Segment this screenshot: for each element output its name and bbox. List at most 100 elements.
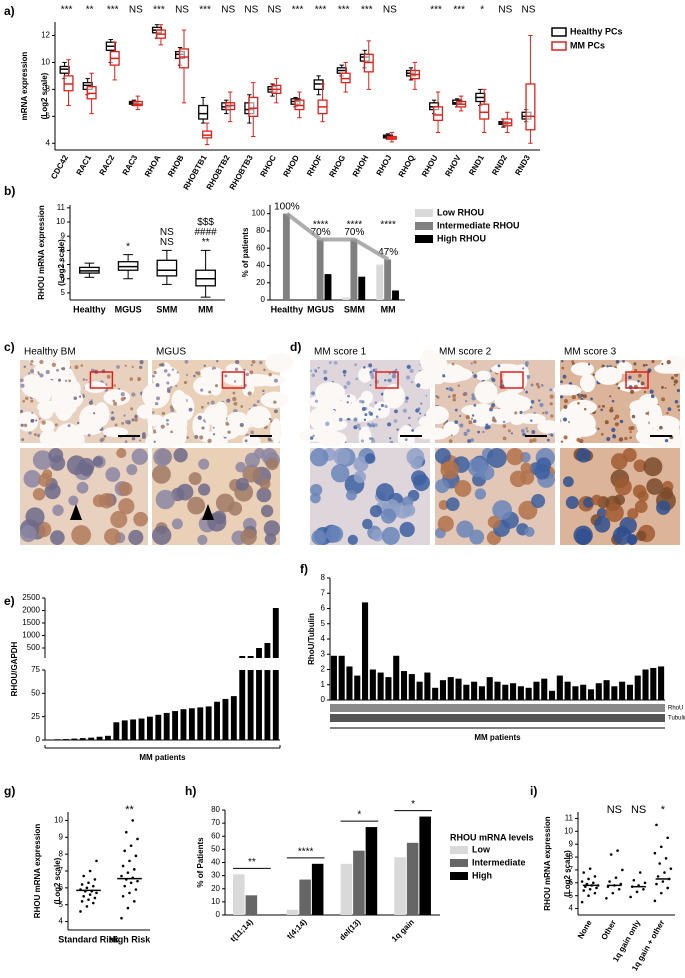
cell [544, 411, 548, 415]
x-tick-label: SMM [156, 304, 177, 314]
blot-strip [330, 714, 665, 722]
cell [265, 457, 279, 471]
significance: $$$ [197, 217, 214, 228]
cell [103, 434, 107, 438]
fat-cell [594, 366, 623, 385]
y-tick-label: 2000 [22, 606, 40, 615]
cell [571, 360, 575, 364]
point [659, 891, 663, 895]
cell [207, 402, 210, 405]
point [638, 871, 642, 874]
cell [467, 439, 472, 443]
cell [661, 385, 664, 389]
bar [392, 290, 399, 300]
y-tick-label: 75 [31, 665, 40, 674]
significance: * [661, 804, 666, 816]
cell [674, 400, 679, 404]
cell [113, 384, 116, 387]
bar [587, 689, 595, 700]
point [131, 819, 134, 822]
fat-cell [461, 404, 490, 416]
bar [354, 675, 361, 700]
cell [32, 487, 46, 501]
cell [353, 470, 367, 484]
fat-cell [475, 370, 491, 381]
cell [388, 378, 392, 383]
x-tick-label: 1q gain [390, 917, 416, 943]
cell [507, 429, 511, 433]
y-tick-label: 25 [31, 712, 40, 721]
cell [134, 417, 138, 422]
cell [597, 405, 601, 408]
bar [634, 675, 641, 700]
cell [346, 381, 351, 386]
cell [208, 390, 212, 394]
bar [408, 674, 415, 700]
cell [389, 440, 392, 443]
significance: ** [202, 237, 210, 248]
cell [640, 381, 645, 386]
bar [245, 895, 258, 915]
cell [250, 363, 254, 367]
x-tick-label: RHOD [281, 153, 301, 178]
cell [20, 423, 24, 427]
cell [549, 402, 553, 406]
cell [575, 528, 592, 545]
bar [205, 706, 212, 740]
cell [530, 419, 533, 422]
cell [576, 437, 581, 442]
cell [356, 423, 361, 428]
x-tick-label: RAC1 [75, 153, 94, 177]
cell [166, 422, 169, 426]
cell [232, 391, 236, 395]
cell [201, 426, 205, 430]
y-tick-label: 500 [27, 643, 41, 652]
cell [436, 396, 440, 399]
cell [470, 362, 473, 365]
significance: *** [292, 5, 304, 16]
cell [634, 500, 648, 513]
bar [54, 739, 61, 740]
cell [522, 432, 526, 437]
cell [531, 494, 546, 509]
cell [368, 411, 372, 415]
point [588, 887, 592, 891]
cell [477, 430, 481, 434]
cell [33, 433, 37, 437]
cell [405, 375, 411, 380]
fat-cell [579, 373, 596, 393]
x-tick-label: RAC3 [121, 153, 140, 177]
fat-cell [84, 381, 107, 393]
cell [594, 516, 611, 533]
x-tick-label: CDC42 [49, 153, 70, 181]
significance: NS [244, 5, 258, 16]
cell [582, 394, 587, 399]
y-tick-label: 10 [211, 897, 220, 906]
fat-cell [341, 394, 357, 405]
significance: * [126, 241, 130, 252]
point [128, 859, 131, 863]
cell [560, 440, 564, 443]
cell [451, 362, 455, 366]
cell [518, 500, 538, 520]
point [129, 844, 133, 848]
cell [632, 484, 647, 499]
cell [159, 363, 162, 367]
x-tick-label: RHOV [443, 153, 463, 178]
point [635, 890, 639, 894]
bar [541, 678, 548, 700]
cell [171, 368, 175, 371]
cell [583, 496, 594, 508]
point [88, 869, 92, 873]
point [87, 881, 90, 885]
bar [247, 656, 254, 740]
cell [111, 411, 114, 414]
cell [131, 448, 148, 465]
y-tick-label: 2500 [22, 593, 40, 602]
x-tick-label: RHOC [258, 153, 278, 178]
cell [259, 478, 271, 490]
cell [133, 511, 149, 527]
legend-swatch [450, 846, 468, 854]
point [582, 889, 586, 892]
point [120, 916, 123, 920]
